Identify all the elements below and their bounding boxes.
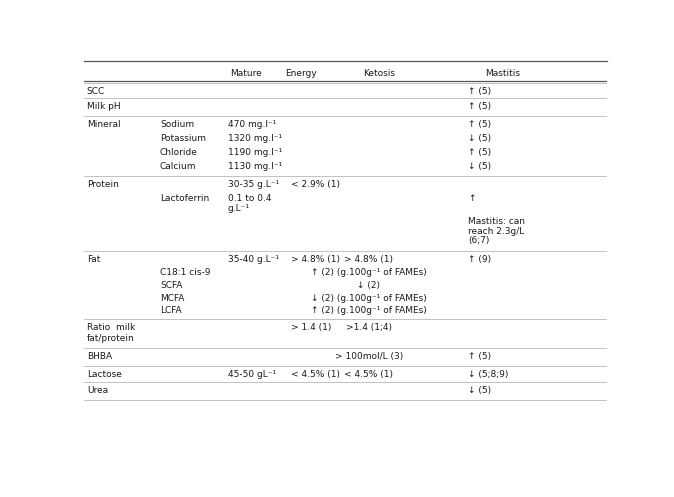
Text: fat/protein: fat/protein [87, 334, 135, 343]
Text: < 4.5% (1): < 4.5% (1) [290, 370, 340, 379]
Text: Ratio  milk: Ratio milk [87, 323, 135, 332]
Text: Mastitis: can: Mastitis: can [468, 217, 525, 226]
Text: Energy: Energy [285, 69, 317, 78]
Text: ↑: ↑ [468, 194, 476, 203]
Text: ↓ (2): ↓ (2) [357, 281, 380, 290]
Text: C18:1 cis-9: C18:1 cis-9 [160, 268, 210, 277]
Text: Ketosis: Ketosis [363, 69, 396, 78]
Text: MCFA: MCFA [160, 294, 185, 303]
Text: ↓ (5): ↓ (5) [468, 134, 491, 143]
Text: ↑ (5): ↑ (5) [468, 102, 491, 111]
Text: ↑ (5): ↑ (5) [468, 120, 491, 129]
Text: 1130 mg.l⁻¹: 1130 mg.l⁻¹ [228, 163, 282, 171]
Text: 45-50 gL⁻¹: 45-50 gL⁻¹ [228, 370, 276, 379]
Text: Protein: Protein [87, 180, 119, 189]
Text: LCFA: LCFA [160, 306, 181, 315]
Text: ↑ (5): ↑ (5) [468, 148, 491, 157]
Text: SCFA: SCFA [160, 281, 183, 290]
Text: Milk pH: Milk pH [87, 102, 121, 111]
Text: SCC: SCC [87, 87, 105, 96]
Text: < 2.9% (1): < 2.9% (1) [290, 180, 340, 189]
Text: (6;7): (6;7) [468, 236, 489, 245]
Text: 1320 mg.l⁻¹: 1320 mg.l⁻¹ [228, 134, 282, 143]
Text: 0.1 to 0.4: 0.1 to 0.4 [228, 194, 272, 203]
Text: >1.4 (1;4): >1.4 (1;4) [346, 323, 392, 332]
Text: > 1.4 (1): > 1.4 (1) [290, 323, 331, 332]
Text: Lactoferrin: Lactoferrin [160, 194, 209, 203]
Text: ↑ (2) (g.100g⁻¹ of FAMEs): ↑ (2) (g.100g⁻¹ of FAMEs) [311, 306, 427, 315]
Text: ↓ (5): ↓ (5) [468, 163, 491, 171]
Text: < 4.5% (1): < 4.5% (1) [344, 370, 394, 379]
Text: 1190 mg.l⁻¹: 1190 mg.l⁻¹ [228, 148, 282, 157]
Text: > 4.8% (1): > 4.8% (1) [290, 255, 340, 264]
Text: ↑ (2) (g.100g⁻¹ of FAMEs): ↑ (2) (g.100g⁻¹ of FAMEs) [311, 268, 427, 277]
Text: Mineral: Mineral [87, 120, 121, 129]
Text: g.L⁻¹: g.L⁻¹ [228, 204, 250, 213]
Text: ↓ (2) (g.100g⁻¹ of FAMEs): ↓ (2) (g.100g⁻¹ of FAMEs) [311, 294, 427, 303]
Text: 470 mg.l⁻¹: 470 mg.l⁻¹ [228, 120, 276, 129]
Text: > 100mol/L (3): > 100mol/L (3) [335, 352, 403, 361]
Text: > 4.8% (1): > 4.8% (1) [344, 255, 394, 264]
Text: ↓ (5;8;9): ↓ (5;8;9) [468, 370, 509, 379]
Text: BHBA: BHBA [87, 352, 112, 361]
Text: reach 2.3g/L: reach 2.3g/L [468, 227, 524, 236]
Text: Mature: Mature [231, 69, 262, 78]
Text: ↑ (5): ↑ (5) [468, 87, 491, 96]
Text: 30-35 g.L⁻¹: 30-35 g.L⁻¹ [228, 180, 279, 189]
Text: Calcium: Calcium [160, 163, 197, 171]
Text: ↓ (5): ↓ (5) [468, 386, 491, 395]
Text: ↑ (9): ↑ (9) [468, 255, 491, 264]
Text: Chloride: Chloride [160, 148, 198, 157]
Text: Mastitis: Mastitis [485, 69, 520, 78]
Text: 35-40 g.L⁻¹: 35-40 g.L⁻¹ [228, 255, 279, 264]
Text: Sodium: Sodium [160, 120, 194, 129]
Text: Urea: Urea [87, 386, 108, 395]
Text: Potassium: Potassium [160, 134, 206, 143]
Text: Lactose: Lactose [87, 370, 122, 379]
Text: Fat: Fat [87, 255, 100, 264]
Text: ↑ (5): ↑ (5) [468, 352, 491, 361]
